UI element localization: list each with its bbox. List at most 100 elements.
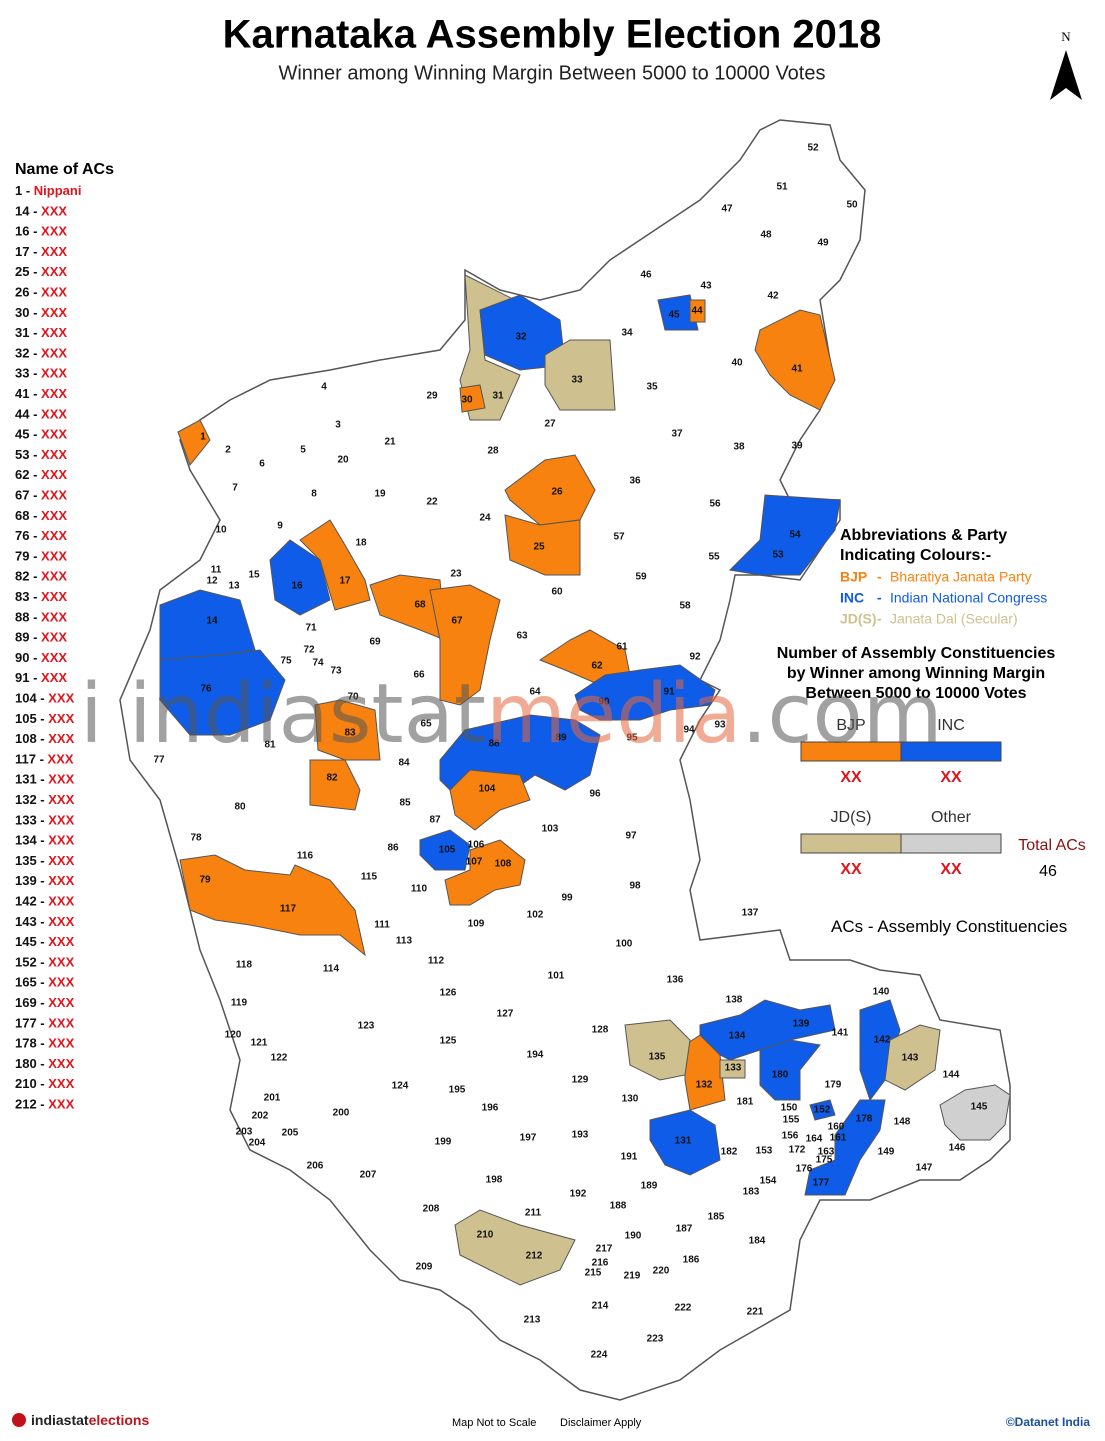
constituency-label: 2	[225, 445, 231, 456]
constituency-label: 40	[731, 358, 743, 369]
constituency-label: 79	[199, 875, 211, 886]
ac-item: 91 - XXX	[15, 671, 67, 686]
constituency-label: 127	[497, 1009, 514, 1020]
ac-number: 143 -	[15, 914, 45, 929]
constituency-label: 33	[571, 375, 583, 386]
ac-number: 41 -	[15, 386, 37, 401]
constituency-label: 133	[725, 1063, 742, 1074]
constituency-label: 16	[291, 581, 303, 592]
constituency-label: 135	[649, 1052, 666, 1063]
constituency-label: 191	[621, 1152, 638, 1163]
constituency-label: 181	[737, 1097, 754, 1108]
ac-number: 142 -	[15, 894, 45, 909]
ac-number: 180 -	[15, 1056, 45, 1071]
ac-number: 177 -	[15, 1016, 45, 1031]
ac-number: 82 -	[15, 569, 37, 584]
ac-item: 79 - XXX	[15, 549, 67, 564]
constituency-label: 184	[749, 1236, 766, 1247]
ac-number: 25 -	[15, 265, 37, 280]
constituency-label: 146	[949, 1143, 966, 1154]
ac-number: 1 -	[15, 183, 30, 198]
constituency-label: 104	[479, 784, 496, 795]
constituency-label: 139	[793, 1019, 810, 1030]
ac-number: 45 -	[15, 427, 37, 442]
ac-item: 44 - XXX	[15, 407, 67, 422]
constituency-label: 193	[572, 1130, 589, 1141]
constituency-region	[454, 1209, 576, 1286]
ac-item: 108 - XXX	[15, 732, 75, 747]
constituency-label: 164	[806, 1134, 823, 1145]
ac-item: 133 - XXX	[15, 813, 75, 828]
ac-name: XXX	[41, 265, 67, 280]
constituency-region	[804, 1099, 886, 1196]
constituency-label: 101	[548, 971, 565, 982]
constituency-label: 112	[428, 956, 445, 967]
ac-name: XXX	[48, 955, 74, 970]
watermark: i indiastatmedia.com	[80, 667, 943, 762]
constituency-label: 160	[828, 1122, 845, 1133]
constituency-region	[689, 299, 706, 323]
constituency-label: 148	[894, 1117, 911, 1128]
constituency-label: 7	[232, 483, 238, 494]
ac-number: 68 -	[15, 508, 37, 523]
constituency-label: 175	[816, 1155, 833, 1166]
constituency-label: 35	[646, 382, 658, 393]
ac-item: 134 - XXX	[15, 833, 75, 848]
ac-item: 88 - XXX	[15, 610, 67, 625]
ac-number: 117 -	[15, 752, 44, 767]
constituency-label: 188	[610, 1201, 627, 1212]
constituency-label: 91	[663, 687, 675, 698]
constituency-label: 211	[525, 1208, 542, 1219]
legend-abbr: BJP	[840, 569, 867, 585]
constituency-label: 126	[440, 988, 457, 999]
constituency-label: 217	[596, 1244, 613, 1255]
summary-box	[800, 833, 902, 854]
constituency-label: 23	[450, 569, 462, 580]
ac-name: XXX	[41, 326, 67, 341]
ac-name: XXX	[41, 650, 67, 665]
ac-name: XXX	[41, 488, 67, 503]
constituency-region	[459, 384, 486, 413]
ac-number: 33 -	[15, 366, 37, 381]
constituency-label: 189	[641, 1181, 658, 1192]
constituency-label: 25	[533, 542, 545, 553]
constituency-label: 49	[817, 238, 829, 249]
constituency-label: 80	[234, 802, 246, 813]
ac-number: 178 -	[15, 1036, 45, 1051]
constituency-label: 1	[200, 432, 206, 443]
ac-item: 165 - XXX	[15, 975, 75, 990]
ac-number: 62 -	[15, 468, 37, 483]
constituency-label: 109	[468, 919, 485, 930]
ac-name: XXX	[48, 711, 74, 726]
ac-item: 178 - XXX	[15, 1036, 75, 1051]
ac-number: 17 -	[15, 244, 37, 259]
constituency-region	[159, 649, 286, 736]
constituency-label: 14	[206, 616, 218, 627]
note-abbr: ACs	[831, 917, 863, 936]
ac-name: Nippani	[34, 183, 82, 198]
summary-party: Other	[931, 809, 972, 826]
constituency-label: 137	[742, 908, 759, 919]
constituency-label: 209	[416, 1262, 433, 1273]
constituency-label: 205	[282, 1128, 299, 1139]
constituency-label: 67	[451, 616, 463, 627]
constituency-label: 86	[387, 843, 399, 854]
ac-number: 165 -	[15, 975, 45, 990]
constituency-label: 107	[466, 857, 483, 868]
ac-item: 131 - XXX	[15, 772, 75, 787]
constituency-region	[309, 759, 361, 811]
ac-item: 105 - XXX	[15, 711, 75, 726]
constituency-label: 51	[776, 182, 788, 193]
watermark-a: indiastat	[129, 667, 486, 762]
ac-item: 83 - XXX	[15, 589, 67, 604]
constituency-label: 96	[589, 789, 601, 800]
ac-number: 91 -	[15, 671, 37, 686]
constituency-label: 122	[271, 1053, 288, 1064]
watermark-i: i	[80, 667, 103, 762]
constituency-label: 223	[647, 1334, 664, 1345]
ac-number: 32 -	[15, 346, 37, 361]
constituency-label: 149	[878, 1147, 895, 1158]
ac-item: 139 - XXX	[15, 874, 75, 889]
footer-credit: ©Datanet India	[1006, 1415, 1091, 1429]
ac-number: 131 -	[15, 772, 45, 787]
